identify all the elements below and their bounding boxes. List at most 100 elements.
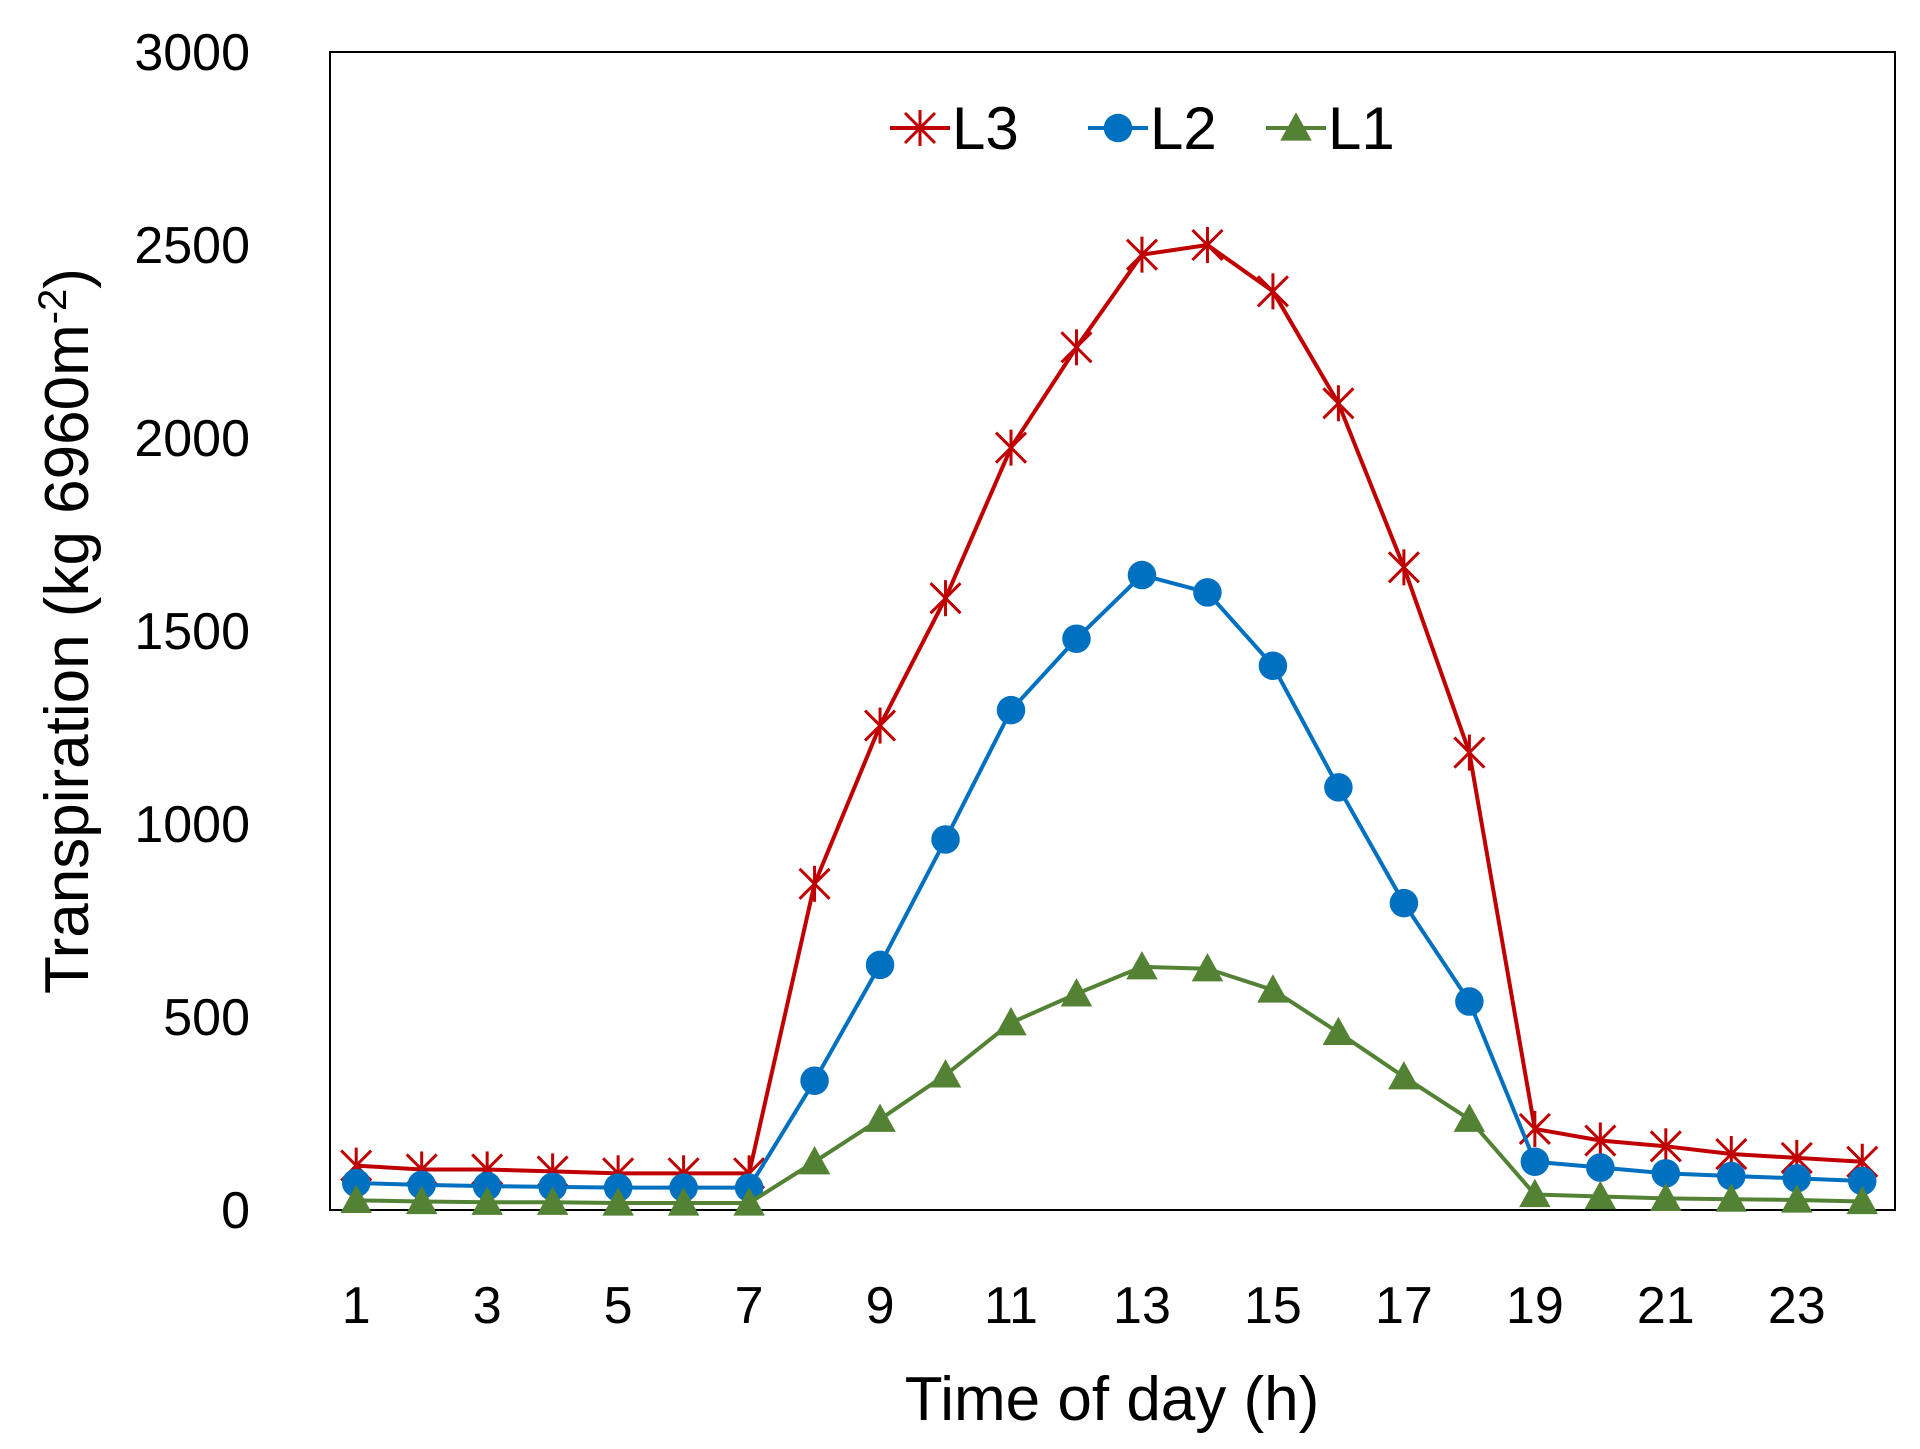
data-point [863,707,897,744]
data-point [1257,974,1289,1003]
x-tick-label: 23 [1768,1277,1826,1335]
data-point [798,1146,831,1175]
y-axis-title-superscript: -2 [31,289,75,325]
data-point [1650,1182,1682,1212]
data-point [864,1103,896,1132]
data-point [1455,987,1484,1016]
data-point [1781,1184,1813,1213]
legend-label: L2 [1150,95,1217,162]
y-axis-title-close: ) [33,268,102,289]
data-point [929,580,962,617]
data-point [1584,1122,1617,1159]
legend: L3 L2 L1 [890,95,1395,162]
data-point [407,1170,436,1200]
data-point [1782,1164,1812,1193]
data-point [1519,1178,1551,1208]
data-point [1848,1166,1877,1196]
data-point [1388,1061,1420,1090]
data-point [1649,1128,1682,1165]
series-l1 [340,951,1879,1216]
plot-area-frame [329,51,1896,1211]
series-line [356,964,1863,1206]
legend-item-l2: L2 [1088,95,1217,162]
y-tick-label: 2500 [134,217,250,275]
data-point [340,1184,372,1213]
y-axis-title: Transpiration (kg 6960m-2) [31,268,102,994]
y-tick-label: 500 [163,989,250,1047]
data-point [1256,273,1289,310]
data-point [667,1187,700,1216]
y-tick-label: 2000 [134,410,250,468]
data-point [536,1186,569,1215]
legend-item-l1: L1 [1266,95,1395,162]
data-point [800,1066,829,1095]
x-axis-title: Time of day (h) [905,1365,1320,1434]
data-point [798,865,831,902]
data-point [1586,1153,1615,1182]
x-tick-label: 5 [604,1277,633,1335]
data-point [733,1187,765,1216]
data-point [1060,978,1093,1007]
data-point [1651,1159,1681,1188]
series-l3 [340,227,1879,1192]
y-axis-ticks: 0 500 1000 1500 2000 2500 3000 [134,24,250,1240]
data-point [1191,227,1224,263]
x-tick-label: 11 [984,1277,1038,1335]
data-point [341,1168,371,1198]
y-tick-label: 1500 [134,603,250,661]
y-tick-label: 1000 [134,796,250,854]
data-point [995,1007,1027,1036]
data-point [1846,1185,1879,1215]
x-tick-label: 19 [1506,1277,1564,1335]
legend-label: L1 [1328,95,1395,162]
x-tick-label: 1 [342,1277,371,1335]
data-point [1103,113,1133,143]
x-tick-label: 15 [1244,1277,1302,1335]
data-point [1520,1147,1550,1176]
data-point [1193,578,1222,607]
data-point [1387,549,1420,586]
data-point [1258,651,1288,680]
series-line [356,243,1863,1176]
data-point [1062,624,1091,653]
y-axis-title-main: Transpiration (kg 6960m [33,324,102,994]
x-tick-label: 9 [866,1277,895,1335]
x-tick-label: 3 [473,1277,502,1335]
data-point [1191,953,1224,982]
data-point [1324,773,1353,802]
data-point [1125,236,1159,273]
data-point [602,1187,634,1216]
data-point [1126,951,1158,980]
data-point [996,695,1026,725]
y-tick-label: 3000 [134,24,250,82]
data-point [931,825,960,854]
x-tick-label: 17 [1375,1277,1433,1335]
x-tick-label: 13 [1113,1277,1171,1335]
data-point [1453,1103,1486,1132]
data-point [1389,888,1419,918]
x-axis-ticks: 1 3 5 7 9 11 13 15 17 19 21 23 [342,1277,1826,1335]
series-line [356,573,1863,1190]
series-layer [340,227,1879,1216]
data-point [1060,329,1093,366]
data-point [1715,1183,1748,1212]
x-tick-label: 21 [1637,1277,1695,1335]
legend-label: L3 [952,95,1019,162]
y-tick-label: 0 [221,1182,250,1240]
data-point [1127,560,1157,590]
data-point [1322,385,1355,422]
data-point [1717,1161,1746,1191]
series-l2 [341,560,1877,1202]
data-point [929,1059,962,1088]
data-point [405,1185,438,1215]
data-point [994,429,1028,466]
data-point [903,110,937,146]
data-point [1584,1180,1617,1210]
data-point [865,950,895,980]
data-point [471,1186,503,1215]
legend-item-l3: L3 [890,95,1019,162]
x-tick-label: 7 [735,1277,764,1335]
data-point [1322,1016,1355,1046]
data-point [472,1171,502,1201]
